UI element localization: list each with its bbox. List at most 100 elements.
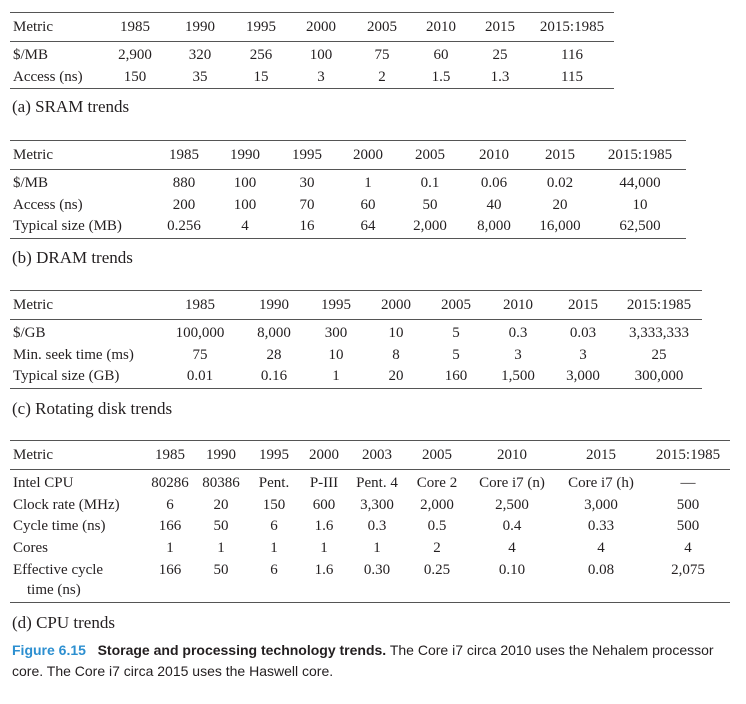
row-label-line: time (ns)	[27, 582, 81, 598]
cell: Core 2	[416, 475, 458, 491]
cell: 100	[233, 196, 257, 213]
cell: 115	[530, 66, 614, 89]
cell: 0.08	[556, 559, 646, 603]
cpu-header-year: 2003	[348, 440, 406, 470]
table-row: $/GB 100,000 8,000 300 10 5 0.3 0.03 3,3…	[10, 320, 702, 345]
cpu-header-metric: Metric	[10, 440, 146, 470]
cell: 44,000	[619, 175, 661, 191]
disk-caption: (c) Rotating disk trends	[12, 399, 173, 418]
cell: 2,075	[646, 559, 730, 603]
table-row: Effective cycle time (ns) 166 50 6 1.6 0…	[10, 559, 730, 603]
sram-header-year: 2000	[290, 12, 352, 42]
cell: 16	[276, 216, 338, 239]
disk-header-year: 1985	[158, 290, 242, 320]
cpu-header-year: 2005	[406, 440, 468, 470]
cell: 1	[373, 539, 381, 556]
table-row: Access (ns) 200 100 70 60 50 40 20 10	[10, 195, 686, 217]
dram-header-row: Metric 1985 1990 1995 2000 2005 2010 201…	[10, 140, 686, 170]
dram-header-ratio: 2015:1985	[594, 140, 686, 170]
cell: 0.10	[468, 559, 556, 603]
dram-header-year: 1990	[214, 140, 276, 170]
cell: 150	[102, 66, 168, 89]
cell: 20	[366, 366, 426, 389]
row-label: $/MB	[13, 47, 49, 63]
figure-text: The Core i7 circa 2010 uses the Nehalem …	[12, 642, 714, 679]
cell: 3	[579, 346, 587, 363]
disk-header-year: 2000	[366, 290, 426, 320]
cell: 25	[651, 346, 667, 363]
dram-header-year: 2000	[338, 140, 398, 170]
cell: 0.01	[158, 366, 242, 389]
sram-header-year: 2010	[412, 12, 470, 42]
table-row: Access (ns) 150 35 15 3 2 1.5 1.3 115	[10, 66, 614, 89]
dram-header-metric: Metric	[10, 140, 154, 170]
cell: 4	[684, 539, 692, 556]
cell: 0.256	[154, 216, 214, 239]
cell: 3,333,333	[629, 325, 689, 341]
disk-header-year: 2005	[426, 290, 486, 320]
dram-header-year: 1985	[154, 140, 214, 170]
sram-header-year: 2015	[470, 12, 530, 42]
cell: 150	[262, 496, 286, 513]
disk-header-ratio: 2015:1985	[616, 290, 702, 320]
table-row: Typical size (GB) 0.01 0.16 1 20 160 1,5…	[10, 366, 702, 389]
cell: 0.33	[587, 518, 615, 534]
cell: 1	[270, 539, 278, 556]
row-label: Access (ns)	[10, 66, 102, 89]
cell: 1	[166, 539, 174, 556]
table-row: Clock rate (MHz) 6 20 150 600 3,300 2,00…	[10, 495, 730, 517]
cell: 16,000	[526, 216, 594, 239]
cell: 600	[312, 496, 336, 513]
cell: Core i7 (h)	[568, 475, 634, 491]
cell: 6	[248, 559, 300, 603]
figure-number: Figure 6.15	[12, 642, 86, 658]
cpu-caption: (d) CPU trends	[12, 613, 115, 632]
cell: 200	[172, 196, 196, 213]
cell: 1.5	[412, 66, 470, 89]
cell: 500	[676, 496, 700, 513]
cell: 50	[213, 518, 229, 534]
cell: 8,000	[462, 216, 526, 239]
dram-header-year: 2010	[462, 140, 526, 170]
cell: 6	[270, 518, 278, 534]
cell: 2,000	[420, 496, 454, 513]
cell: 4	[597, 539, 605, 556]
cell: 1	[306, 366, 366, 389]
cpu-header-year: 1985	[146, 440, 194, 470]
disk-header-year: 1990	[242, 290, 306, 320]
disk-header-year: 2015	[550, 290, 616, 320]
cpu-header-ratio: 2015:1985	[646, 440, 730, 470]
disk-table: Metric 1985 1990 1995 2000 2005 2010 201…	[10, 290, 702, 389]
figure-caption: Figure 6.15 Storage and processing techn…	[12, 640, 740, 682]
table-row: $/MB 880 100 30 1 0.1 0.06 0.02 44,000	[10, 170, 686, 195]
cell: Core i7 (n)	[479, 475, 545, 491]
cell: 320	[188, 47, 212, 63]
cell: 75	[192, 346, 208, 363]
cell: 1	[364, 175, 372, 191]
sram-header-year: 2005	[352, 12, 412, 42]
cell: Pent. 4	[356, 475, 398, 491]
cell: 0.5	[427, 518, 447, 534]
table-row: $/MB 2,900 320 256 100 75 60 25 116	[10, 42, 614, 67]
row-label: Clock rate (MHz)	[13, 496, 120, 513]
cell: 15	[232, 66, 290, 89]
sram-header-ratio: 2015:1985	[530, 12, 614, 42]
row-label: Cycle time (ns)	[13, 518, 106, 534]
row-label-line: Effective cycle	[13, 562, 104, 578]
cell: 60	[433, 47, 449, 63]
cell: 50	[194, 559, 248, 603]
cell: 25	[492, 47, 508, 63]
cell: 256	[249, 47, 273, 63]
cell: 166	[158, 518, 182, 534]
dram-header-year: 2005	[398, 140, 462, 170]
cpu-header-year: 1995	[248, 440, 300, 470]
cell: 2,900	[118, 47, 152, 63]
dram-header-year: 1995	[276, 140, 338, 170]
dram-caption: (b) DRAM trends	[12, 248, 133, 267]
cell: 116	[561, 47, 583, 63]
sram-header-metric: Metric	[10, 12, 102, 42]
cell: 300,000	[616, 366, 702, 389]
row-label: Min. seek time (ms)	[13, 346, 134, 363]
cell: 8	[392, 346, 400, 363]
row-label: $/MB	[13, 175, 49, 191]
